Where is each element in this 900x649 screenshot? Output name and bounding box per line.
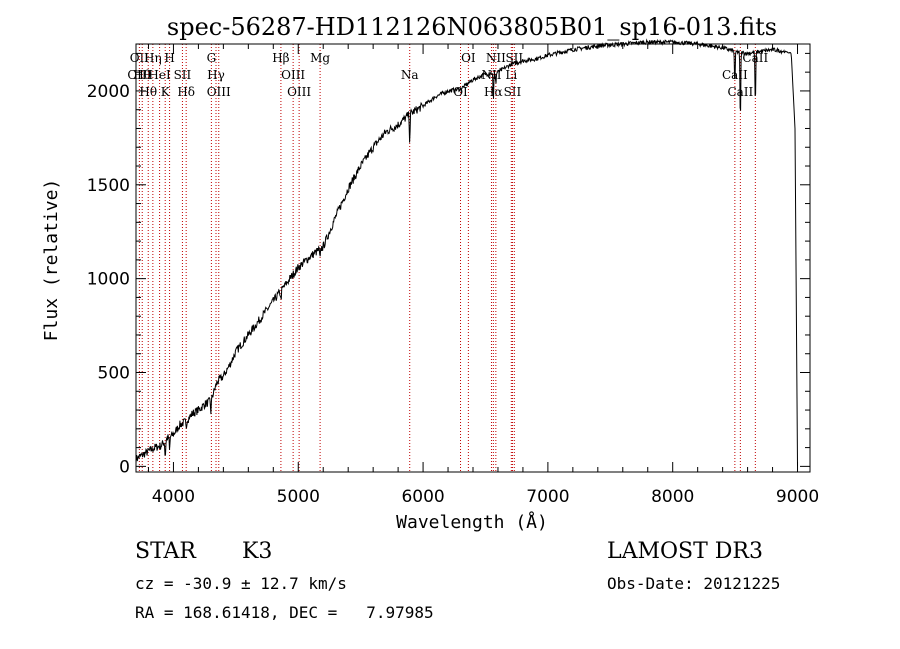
line-marker-label: Hθ: [133, 68, 151, 82]
y-tick-label: 1500: [87, 176, 130, 196]
line-marker-label: Hγ: [207, 68, 225, 82]
x-tick-label: 5000: [277, 487, 320, 507]
x-tick-label: 6000: [401, 487, 444, 507]
x-axis-label: Wavelength (Å): [396, 511, 548, 533]
plot-frame: [135, 43, 811, 473]
x-tick-label: 9000: [776, 487, 819, 507]
y-tick-label: 500: [98, 364, 130, 384]
line-marker-label: K: [161, 85, 171, 99]
x-tick-label: 8000: [651, 487, 694, 507]
spectrum-line: [135, 38, 798, 467]
redshift-info: cz = -30.9 ± 12.7 km/s: [135, 574, 347, 593]
line-marker-label: OIII: [287, 85, 311, 99]
line-marker-label: Na: [401, 68, 419, 82]
line-marker-label: NII: [486, 51, 506, 65]
spectrum-series: [135, 38, 798, 467]
line-marker-label: Hβ: [272, 51, 289, 65]
y-tick-label: 0: [119, 457, 130, 477]
y-axis-label: Flux (relative): [41, 179, 62, 342]
line-marker-label: OII: [130, 51, 150, 65]
line-marker-label: Hθ: [139, 85, 157, 99]
y-tick-label: 1000: [87, 270, 130, 290]
line-marker-label: H: [164, 51, 174, 65]
coordinates-info: RA = 168.61418, DEC = 7.97985: [135, 603, 434, 622]
x-tick-label: 4000: [152, 487, 195, 507]
line-marker-label: OIII: [207, 85, 231, 99]
line-marker-label: OI: [461, 51, 476, 65]
line-marker-label: Li: [505, 68, 517, 82]
observation-date: Obs-Date: 20121225: [607, 574, 781, 593]
object-class: STAR: [135, 539, 196, 564]
line-marker-label: SII: [174, 68, 192, 82]
line-marker-label: HeI: [148, 68, 171, 82]
line-marker-label: Mg: [310, 51, 330, 65]
line-marker-label: SII: [504, 85, 522, 99]
line-markers: OIIOIIIHθHθHηHeIKHSIIHδGHγOIIIHβOIIIOIII…: [127, 44, 768, 472]
line-marker-label: OIII: [127, 68, 151, 82]
line-marker-label: Hη: [144, 51, 162, 65]
line-marker-label: CaII: [742, 51, 768, 65]
survey-name: LAMOST DR3: [607, 539, 763, 564]
line-marker-label: Hδ: [177, 85, 195, 99]
axis-ticks: 4000 5000 6000 7000 8000 9000 0 500 1000 1500 2000: [87, 44, 819, 507]
line-marker-label: OIII: [281, 68, 305, 82]
line-marker-label: SII: [505, 51, 523, 65]
x-tick-label: 7000: [526, 487, 569, 507]
spectral-subclass: K3: [242, 539, 273, 564]
chart-title: spec-56287-HD112126N063805B01_sp16-013.f…: [167, 13, 777, 41]
y-tick-label: 2000: [87, 82, 130, 102]
line-marker-label: G: [207, 51, 217, 65]
